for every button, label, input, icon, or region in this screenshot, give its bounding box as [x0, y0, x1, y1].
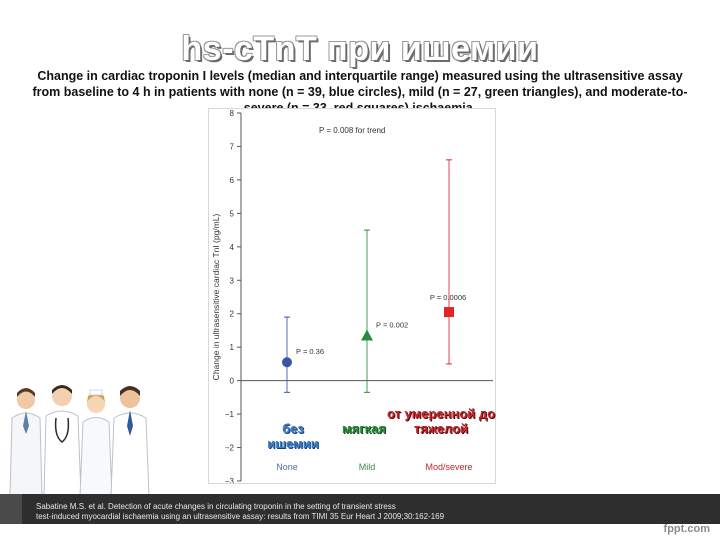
median-marker-circle	[282, 357, 292, 368]
p-value-label: P = 0.002	[376, 320, 408, 329]
chart-panel: 8 7 6 5 4 3 2 1 0 −1 −2 −3 Change in ultrasensitive…	[208, 108, 496, 484]
p-value-label: P = 0.0006	[430, 293, 466, 302]
y-axis-title: Change in ultrasensitive cardiac TnI (pg…	[211, 214, 221, 381]
y-tick-label: 3	[230, 276, 235, 285]
doctors-illustration	[9, 385, 150, 497]
slide-title: hs-cTnT при ишемии	[181, 30, 539, 68]
y-tick-label: −1	[225, 410, 235, 419]
nurse-figure	[79, 389, 113, 497]
y-tick-label: 0	[230, 377, 235, 386]
doctor-figure	[9, 388, 43, 497]
citation-line: Sabatine M.S. et al. Detection of acute …	[36, 502, 396, 511]
p-value-label: P = 0.36	[296, 347, 324, 356]
label-no-ischemia: без ишемии	[267, 421, 319, 451]
y-tick-label: −2	[225, 444, 235, 453]
y-tick-label: −3	[225, 477, 235, 483]
citation: Sabatine M.S. et al. Detection of acute …	[36, 502, 636, 522]
y-tick-label: 4	[230, 243, 235, 252]
category-label: None	[276, 462, 298, 472]
footer-accent	[0, 494, 22, 524]
y-tick-label: 7	[230, 142, 235, 151]
category-label: Mild	[359, 462, 376, 472]
label-mild-ischemia: мягкая	[342, 421, 386, 436]
watermark: fppt.com	[663, 523, 710, 535]
trend-p-value: P = 0.008 for trend	[319, 126, 385, 135]
median-marker-triangle	[361, 329, 373, 341]
troponin-chart: 8 7 6 5 4 3 2 1 0 −1 −2 −3 Change in ultrasensitive…	[211, 109, 493, 483]
doctor-figure	[43, 385, 82, 497]
citation-line: test-induced myocardial ischaemia using …	[36, 512, 445, 521]
y-tick-label: 8	[230, 109, 235, 118]
y-tick-label: 1	[230, 343, 235, 352]
series-marks	[282, 159, 454, 393]
footer-band	[0, 494, 720, 524]
y-tick-label: 5	[230, 209, 235, 218]
median-marker-square	[444, 307, 454, 318]
category-label: Mod/severe	[425, 462, 472, 472]
chart-labels: Change in ultrasensitive cardiac TnI (pg…	[211, 126, 473, 472]
doctor-figure	[110, 386, 150, 497]
y-tick-label: 6	[230, 176, 235, 185]
y-tick-label: 2	[230, 310, 235, 319]
y-ticks: 8 7 6 5 4 3 2 1 0 −1 −2 −3	[225, 109, 241, 483]
label-moderate-severe-ischemia: от умеренной до тяжелой	[386, 406, 496, 436]
